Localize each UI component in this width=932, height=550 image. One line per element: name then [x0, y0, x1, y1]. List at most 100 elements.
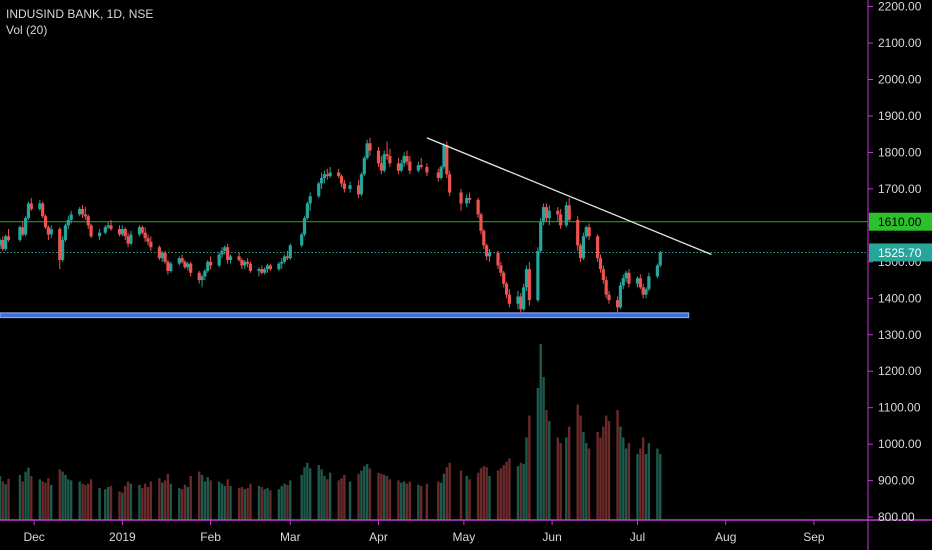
candle-body [200, 276, 204, 281]
volume-bar [442, 473, 446, 520]
volume-bar [249, 483, 252, 520]
candle-body [4, 236, 8, 250]
candle-body [1, 239, 5, 250]
volume-bar [104, 489, 107, 520]
candle-body [117, 229, 122, 235]
volume-bar [306, 462, 309, 520]
candle-body [120, 229, 124, 235]
volume-bar [27, 467, 30, 520]
volume-bar [400, 482, 403, 520]
candle-body [21, 227, 25, 235]
volume-bar [604, 415, 608, 520]
volume-bar [536, 388, 540, 520]
candle-body [288, 245, 292, 259]
candle-body [388, 156, 392, 164]
y-tick-label: 1400.00 [878, 291, 922, 305]
volume-bar [21, 481, 24, 520]
volume-bar [223, 485, 227, 520]
volume-bar [644, 454, 648, 520]
volume-bar [383, 474, 386, 520]
volume-bar [178, 488, 181, 520]
candle-body [126, 236, 130, 244]
horizontal-levels[interactable] [0, 221, 868, 253]
volume-bar [622, 437, 625, 520]
y-tick-label: 900.00 [878, 474, 915, 488]
volume-bar [656, 448, 659, 520]
candle-body [504, 283, 509, 295]
legend-title[interactable]: INDUSIND BANK, 1D, NSE [6, 7, 154, 21]
candle-body [621, 278, 625, 286]
volume-bar [659, 454, 662, 520]
volume-bar [419, 485, 423, 520]
y-tick-label: 1000.00 [878, 437, 922, 451]
candle-body [169, 263, 173, 271]
support-zone-rect[interactable] [0, 312, 690, 319]
candle-body [337, 172, 341, 177]
trendline[interactable] [426, 137, 712, 256]
volume-bar [260, 487, 264, 520]
volume-bar [98, 488, 101, 520]
volume-bar [263, 489, 266, 520]
volume-bar [385, 476, 389, 520]
candle-body [408, 161, 412, 171]
volume-bar [41, 481, 44, 520]
candle-body [658, 252, 662, 266]
support-zone[interactable] [0, 312, 690, 319]
volume-bar [129, 483, 133, 520]
candle-body [305, 203, 309, 219]
candle-body [379, 163, 383, 171]
candle-body [29, 203, 33, 209]
candle-body [522, 287, 526, 310]
y-tick-label: 1700.00 [878, 182, 922, 196]
volume-bar [161, 482, 164, 520]
volume-bar [587, 448, 591, 520]
candle-body [342, 183, 346, 189]
last-price-badge-bg [869, 243, 932, 262]
volume-bar [243, 489, 246, 520]
candle-body [556, 210, 560, 215]
candle-body [376, 150, 381, 164]
volume-bar [479, 468, 483, 520]
volume-bar [180, 489, 184, 520]
volume-bar [186, 487, 190, 520]
candle-body [567, 205, 571, 220]
volume-bar [7, 478, 10, 520]
volume-bar [476, 472, 480, 520]
candle-body [58, 229, 62, 260]
x-tick-label: Jun [542, 530, 561, 544]
volume-bar [488, 476, 491, 520]
candle-body [596, 236, 600, 259]
candle-body [226, 247, 230, 260]
candle-body [356, 185, 361, 195]
volume-bar [121, 492, 124, 520]
candle-body [416, 165, 420, 171]
y-tick-label: 1300.00 [878, 328, 922, 342]
candle-body [339, 176, 344, 184]
volume-bar [4, 484, 7, 520]
volume-bar [528, 415, 531, 520]
candle-body [615, 300, 620, 308]
volume-bar [203, 481, 207, 520]
candle-body [618, 285, 623, 308]
volume-bar [163, 480, 167, 520]
volume-bar [516, 466, 520, 520]
legend-indicator[interactable]: Vol (20) [6, 23, 48, 37]
volume-bar [425, 483, 429, 520]
volume-bar [502, 465, 505, 520]
x-tick-label: Feb [200, 530, 221, 544]
volume-bar [357, 473, 360, 520]
candle-body [282, 256, 287, 262]
volume-bar [439, 482, 443, 520]
volume-bar [189, 476, 192, 520]
trendline-line[interactable] [426, 137, 712, 256]
candle-body [536, 250, 540, 301]
candle-body [319, 177, 324, 184]
candle-body [245, 261, 250, 264]
candle-body [106, 225, 110, 228]
volume-bar [118, 491, 121, 520]
volume-bar [380, 473, 383, 520]
candle-body [66, 219, 70, 226]
y-tick-label: 1200.00 [878, 364, 922, 378]
